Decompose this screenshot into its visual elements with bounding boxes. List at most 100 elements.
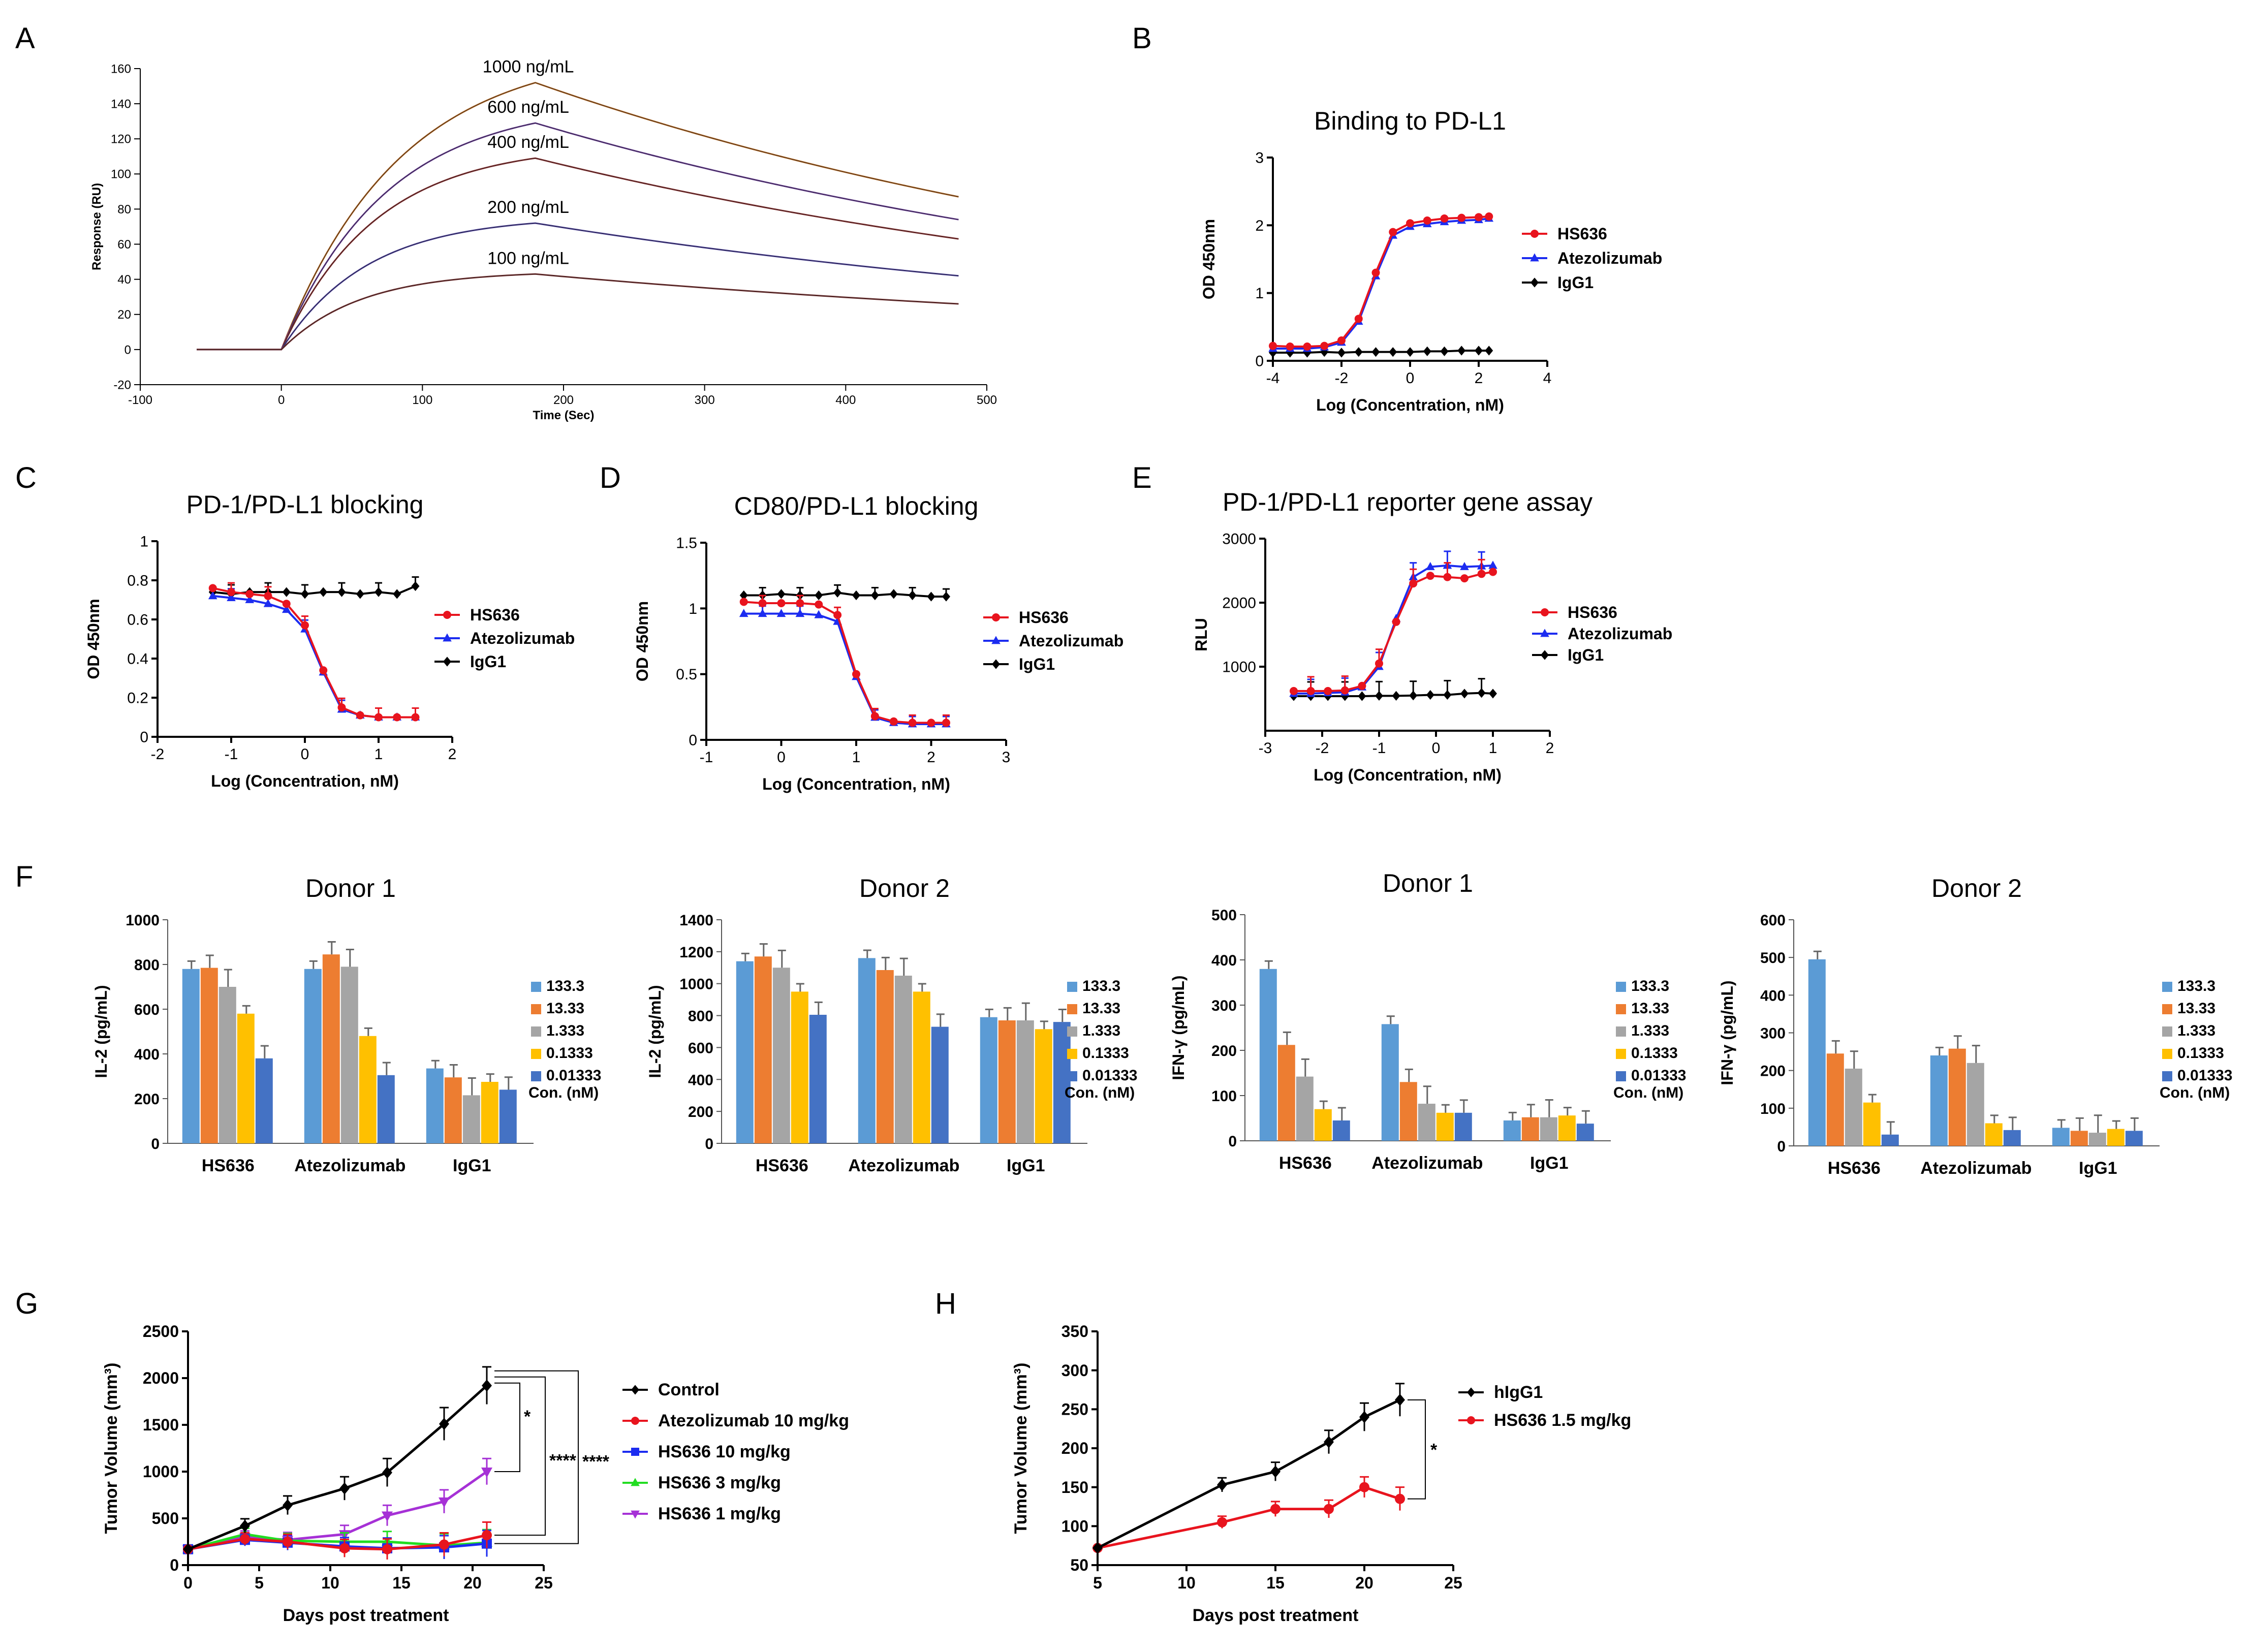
x-axis-label: Time (Sec)	[533, 409, 595, 422]
legend-label: HS636	[1019, 608, 1069, 627]
x-tick-label: 1	[374, 746, 383, 763]
series-line	[188, 1384, 488, 1551]
legend-label: 0.1333	[546, 1045, 593, 1062]
y-tick-label: 100	[1061, 1517, 1088, 1536]
x-category-label: Atezolizumab	[1371, 1154, 1483, 1173]
bar	[340, 967, 358, 1143]
data-point	[1423, 216, 1431, 225]
legend-label: IgG1	[1019, 655, 1055, 673]
bar	[858, 958, 876, 1143]
y-tick-label: 50	[1070, 1556, 1088, 1574]
y-tick-label: 60	[117, 238, 131, 252]
data-point	[1340, 686, 1349, 695]
legend-item: 0.01333	[1067, 1067, 1137, 1084]
bar	[1948, 1048, 1966, 1146]
x-tick-label: 0	[777, 749, 786, 766]
legend-swatch	[1616, 982, 1626, 992]
y-tick-label: 0	[140, 729, 148, 746]
x-tick-label: 200	[553, 393, 574, 407]
data-point	[482, 1530, 492, 1541]
data-point	[1371, 268, 1380, 277]
data-point	[319, 666, 328, 675]
legend-swatch	[531, 1026, 541, 1037]
y-tick-label: 150	[1061, 1478, 1088, 1497]
bar	[809, 1015, 827, 1143]
y-tick-label: -20	[113, 378, 131, 392]
legend-item: HS636 10 mg/kg	[622, 1442, 791, 1461]
legend-label: 1.333	[546, 1022, 584, 1039]
y-axis-label: OD 450nm	[84, 599, 103, 679]
data-point	[443, 633, 452, 642]
data-point	[240, 1534, 250, 1544]
data-point	[1467, 1416, 1475, 1424]
x-tick-label: -1	[700, 749, 713, 766]
legend-item: IgG1	[434, 652, 506, 671]
significance-label: ****	[549, 1451, 577, 1470]
data-point	[631, 1385, 639, 1395]
data-point	[339, 1482, 350, 1495]
concentration-label: 200 ng/mL	[487, 198, 569, 217]
bar	[2070, 1131, 2088, 1146]
panel-letter-g: G	[15, 1287, 38, 1320]
bar	[1016, 1020, 1034, 1143]
data-point	[777, 599, 786, 607]
data-point	[319, 587, 328, 597]
legend-label: 0.01333	[1631, 1067, 1686, 1084]
x-tick-label: -100	[128, 393, 152, 407]
data-point	[631, 1478, 640, 1486]
legend-label: 133.3	[1082, 978, 1120, 994]
legend-swatch	[531, 1004, 541, 1014]
x-tick-label: 4	[1543, 370, 1552, 387]
x-tick-label: 3	[1002, 749, 1011, 766]
y-tick-label: 500	[1211, 907, 1237, 924]
data-point	[1488, 560, 1497, 569]
y-tick-label: 0	[1228, 1133, 1237, 1150]
data-point	[301, 621, 309, 630]
panel-letter-a: A	[15, 22, 35, 55]
data-point	[245, 595, 255, 603]
y-tick-label: 350	[1061, 1322, 1088, 1341]
sensorgram-curve	[197, 273, 959, 351]
data-point	[796, 599, 804, 607]
y-tick-label: 300	[1760, 1025, 1786, 1042]
y-tick-label: 300	[1061, 1361, 1088, 1380]
legend-swatch	[1616, 1049, 1626, 1059]
data-point	[1375, 659, 1383, 668]
x-tick-label: 400	[835, 393, 856, 407]
legend-label: IgG1	[470, 652, 506, 671]
chart-title: Binding to PD-L1	[1314, 107, 1506, 135]
legend-item: 13.33	[1616, 1000, 1669, 1017]
y-tick-label: 600	[1760, 912, 1786, 929]
data-point	[870, 590, 879, 601]
x-axis-label: Days post treatment	[1193, 1606, 1359, 1625]
bar	[1035, 1029, 1052, 1143]
data-point	[1354, 347, 1363, 357]
chart-title: CD80/PD-L1 blocking	[734, 492, 979, 520]
data-point	[1269, 341, 1277, 350]
bar	[1381, 1024, 1399, 1141]
legend-label: Atezolizumab	[1568, 625, 1672, 643]
x-axis-label: Days post treatment	[283, 1606, 449, 1625]
legend-label: HS636 1.5 mg/kg	[1494, 1411, 1631, 1430]
bar	[2088, 1133, 2106, 1146]
data-point	[1531, 277, 1539, 288]
significance-label: *	[524, 1407, 531, 1426]
legend-label: Atezolizumab 10 mg/kg	[658, 1411, 849, 1430]
data-point	[263, 599, 273, 607]
legend-label: 133.3	[2177, 978, 2215, 994]
data-point	[1395, 1493, 1405, 1504]
legend-item: 0.01333	[531, 1067, 601, 1084]
chart-f2: 0 200 400 600 800 1000 1200 1400 IL-2 (pg/mL) Don…	[646, 874, 1137, 1175]
data-point	[1324, 1436, 1334, 1448]
x-axis-label: Log (Concentration, nM)	[1314, 766, 1502, 784]
data-point	[1460, 562, 1469, 570]
x-tick-label: 0	[183, 1574, 193, 1592]
legend-item: 0.01333	[1616, 1067, 1686, 1084]
bar	[791, 991, 808, 1143]
legend-item: hIgG1	[1458, 1383, 1543, 1402]
data-point	[1320, 347, 1329, 357]
data-point	[208, 584, 217, 593]
bar	[913, 991, 930, 1143]
data-point	[1389, 347, 1397, 357]
